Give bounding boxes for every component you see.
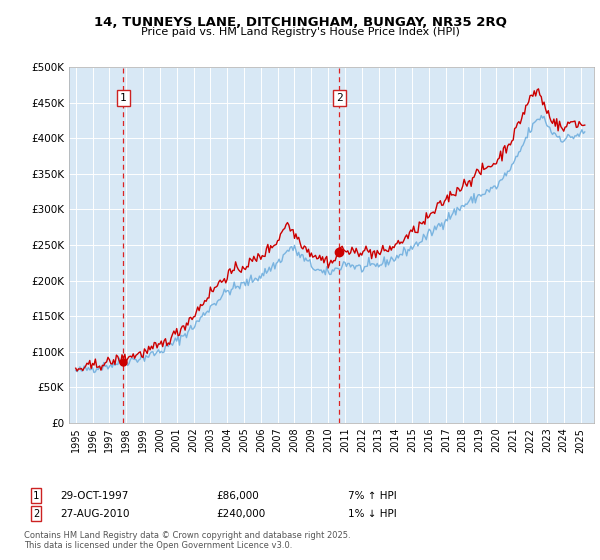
Text: 14, TUNNEYS LANE, DITCHINGHAM, BUNGAY, NR35 2RQ: 14, TUNNEYS LANE, DITCHINGHAM, BUNGAY, N… (94, 16, 506, 29)
Text: 1% ↓ HPI: 1% ↓ HPI (348, 508, 397, 519)
Text: 1: 1 (33, 491, 39, 501)
Text: 2: 2 (336, 93, 343, 103)
Text: 1: 1 (120, 93, 127, 103)
Text: Price paid vs. HM Land Registry's House Price Index (HPI): Price paid vs. HM Land Registry's House … (140, 27, 460, 37)
Text: 29-OCT-1997: 29-OCT-1997 (60, 491, 128, 501)
Text: 27-AUG-2010: 27-AUG-2010 (60, 508, 130, 519)
Text: Contains HM Land Registry data © Crown copyright and database right 2025.
This d: Contains HM Land Registry data © Crown c… (24, 531, 350, 550)
Text: 7% ↑ HPI: 7% ↑ HPI (348, 491, 397, 501)
Text: £240,000: £240,000 (216, 508, 265, 519)
Text: 2: 2 (33, 508, 39, 519)
Text: £86,000: £86,000 (216, 491, 259, 501)
